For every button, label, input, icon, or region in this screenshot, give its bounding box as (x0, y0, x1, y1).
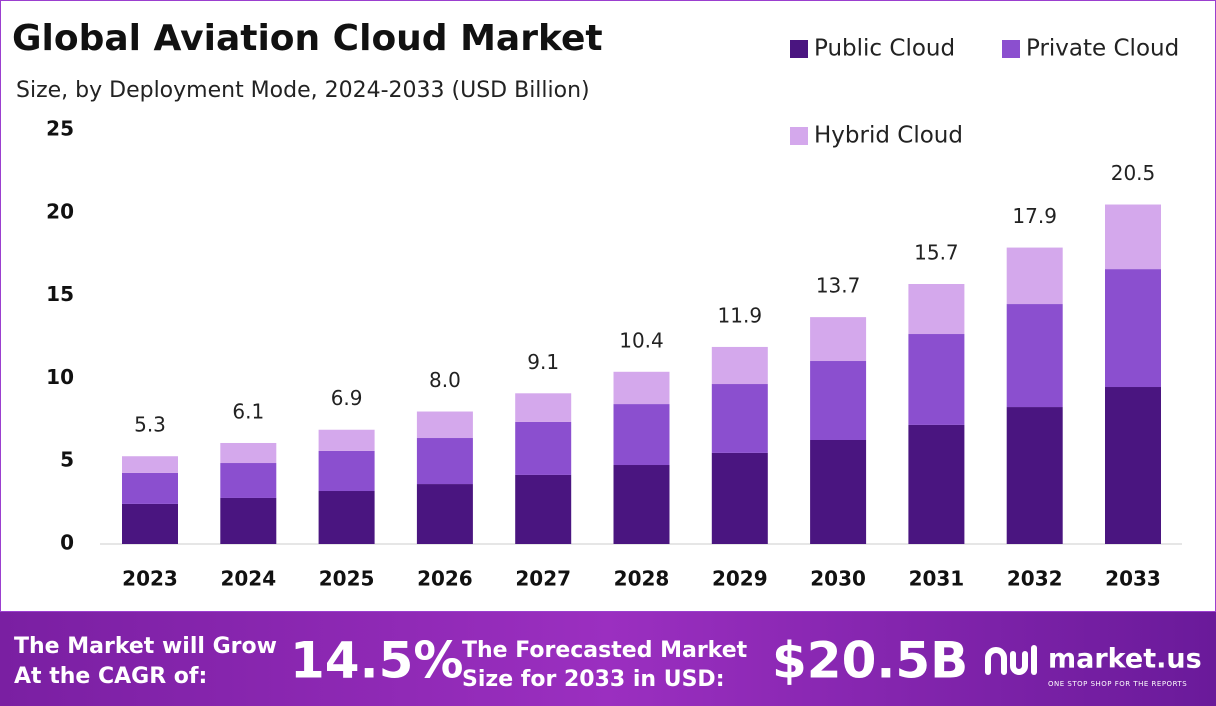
cagr-value: 14.5% (290, 632, 463, 690)
bar-segment (908, 424, 965, 544)
bar-segment (1105, 269, 1161, 388)
y-tick-label: 5 (60, 448, 74, 472)
legend-swatch (790, 127, 808, 145)
legend-label: Private Cloud (1026, 36, 1179, 62)
y-tick-label: 0 (60, 531, 74, 555)
bar-segment (1006, 304, 1063, 408)
x-tick-label: 2032 (1007, 567, 1063, 591)
forecast-value: $20.5B (772, 632, 968, 690)
y-tick-label: 20 (46, 199, 74, 223)
x-tick-label: 2028 (614, 567, 670, 591)
bar-segment (220, 497, 277, 544)
bar-segment (220, 463, 277, 498)
x-tick-label: 2030 (810, 567, 866, 591)
bar-segment (122, 503, 178, 544)
y-tick-label: 25 (46, 117, 74, 141)
chart-title: Global Aviation Cloud Market (12, 18, 603, 59)
total-label: 15.7 (914, 241, 959, 265)
bar-segment (810, 317, 867, 362)
bar-segment (416, 438, 473, 485)
bar-segment (613, 404, 670, 466)
bar-segment (1006, 247, 1063, 305)
bar-segment (122, 456, 178, 473)
bar-segment (515, 393, 572, 422)
logo-tagline: ONE STOP SHOP FOR THE REPORTS (1048, 680, 1187, 688)
legend-swatch (1002, 40, 1020, 58)
x-tick-label: 2023 (122, 567, 178, 591)
x-tick-label: 2033 (1105, 567, 1161, 591)
bar-segment (711, 384, 768, 453)
legend: Public Cloud Private Cloud Hybrid Cloud (790, 36, 1179, 149)
bar-segment (908, 334, 965, 425)
bar-segment (318, 429, 375, 451)
x-tick-label: 2029 (712, 567, 768, 591)
x-tick-label: 2025 (319, 567, 375, 591)
bar-segment (416, 411, 473, 439)
banner-text: The Market will Grow (14, 634, 277, 659)
bar-segment (1105, 387, 1161, 544)
bar-segment (810, 440, 867, 544)
logo-icon (985, 645, 1037, 675)
logo-shape (1010, 651, 1028, 675)
total-label: 11.9 (718, 303, 763, 327)
legend-swatch (790, 40, 808, 58)
total-label: 9.1 (527, 350, 559, 374)
banner-text: Size for 2033 in USD: (462, 667, 725, 692)
bar-segment (711, 452, 768, 544)
bar-segment (515, 474, 572, 544)
total-label: 8.0 (429, 368, 461, 392)
chart-subtitle: Size, by Deployment Mode, 2024-2033 (USD… (16, 78, 590, 103)
total-label: 17.9 (1012, 204, 1057, 228)
total-label: 13.7 (816, 274, 861, 298)
y-tick-label: 15 (46, 282, 74, 306)
logo-text: market.us (1048, 644, 1202, 675)
x-tick-label: 2027 (515, 567, 571, 591)
total-label: 5.3 (134, 413, 166, 437)
logo-shape (985, 647, 1007, 675)
x-tick-label: 2026 (417, 567, 473, 591)
bar-segment (416, 484, 473, 544)
banner-text: The Forecasted Market (462, 638, 748, 663)
total-label: 6.9 (331, 386, 363, 410)
bar-segment (318, 450, 375, 492)
bar-segment (515, 421, 572, 475)
bar-segment (122, 472, 178, 504)
total-label: 10.4 (619, 328, 664, 352)
total-label: 20.5 (1111, 161, 1156, 185)
bar-segment (908, 284, 965, 335)
total-label: 6.1 (232, 399, 264, 423)
bar-segment (220, 442, 277, 464)
bar-segment (711, 346, 768, 385)
bar-segment (318, 491, 375, 544)
bar-segment (613, 371, 670, 405)
bar-segment (810, 361, 867, 441)
y-tick-label: 10 (46, 365, 74, 389)
x-tick-label: 2024 (220, 567, 276, 591)
bar-segment (1006, 407, 1063, 544)
x-tick-label: 2031 (909, 567, 965, 591)
legend-label: Hybrid Cloud (814, 123, 963, 149)
legend-label: Public Cloud (814, 36, 955, 62)
banner-text: At the CAGR of: (14, 664, 207, 689)
bar-segment (613, 465, 670, 544)
bar-segment (1105, 204, 1161, 270)
